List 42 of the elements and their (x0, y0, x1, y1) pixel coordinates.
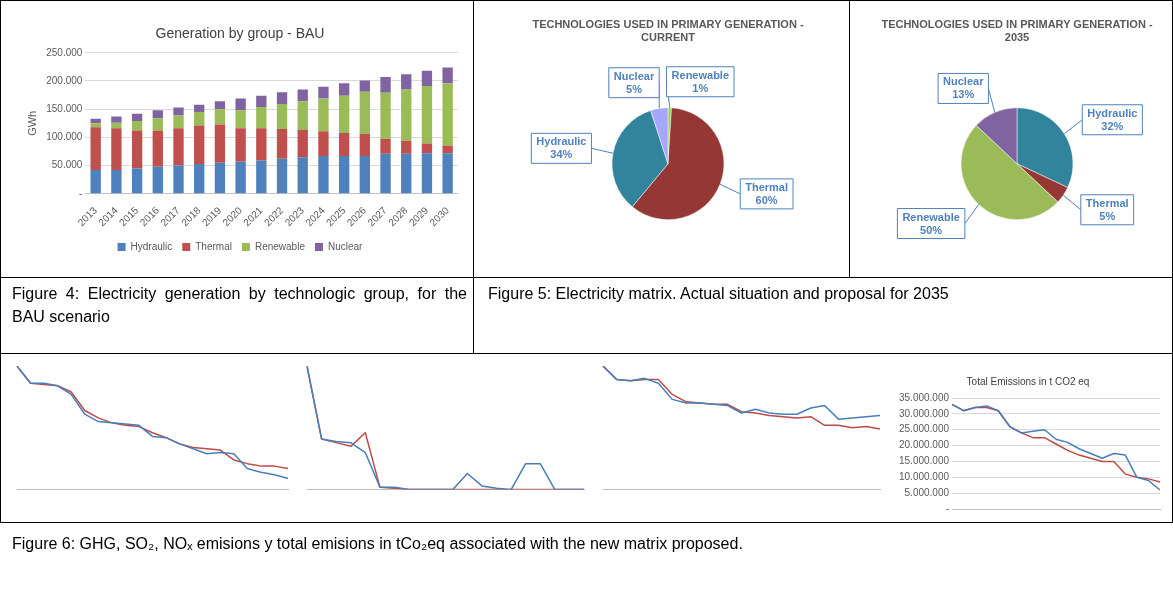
legend-label: Thermal (195, 240, 232, 252)
y-tick-label: - (79, 187, 83, 199)
y-tick-label: 35.000.000 (898, 391, 950, 403)
slice-label: Renewable (902, 210, 960, 223)
y-tick-label: 15.000.000 (898, 455, 950, 467)
slice-label: Nuclear (943, 75, 985, 88)
y-tick-label: 5.000.000 (904, 486, 950, 498)
slice-label: Renewable (671, 68, 730, 81)
y-tick-label: 10.000.000 (898, 471, 950, 483)
data-label: 50% (920, 223, 943, 236)
chart-title: TECHNOLOGIES USED IN PRIMARY GENERATION - CURRENT (532, 17, 804, 43)
slice-label: Thermal (1085, 196, 1129, 209)
data-label: 1% (692, 81, 709, 94)
data-label: 32% (1101, 119, 1124, 132)
slice-label: Thermal (745, 180, 789, 193)
y-tick-label: 100.000 (46, 131, 83, 143)
y-tick-label: 20.000.000 (898, 439, 950, 451)
caption: Figure 4: Electricity generation by technologic group, for the BAU scenario (12, 284, 467, 327)
chart-title: Generation by group - BAU (155, 25, 325, 42)
caption: Figure 5: Electricity matrix. Actual situation and proposal for 2035 (488, 284, 950, 304)
y-tick-label: 200.000 (46, 74, 83, 86)
y-tick-label: - (945, 502, 950, 514)
y-axis-title: GWh (25, 110, 38, 136)
y-tick-label: 25.000.000 (898, 423, 950, 435)
chart-title: TECHNOLOGIES USED IN PRIMARY GENERATION - 2035 (881, 17, 1153, 43)
slice-label: Nuclear (613, 69, 655, 82)
legend-label: Nuclear (327, 240, 364, 252)
data-label: 34% (550, 148, 573, 161)
slice-label: Hydraulic (536, 135, 587, 148)
data-label: 5% (626, 82, 643, 95)
y-tick-label: 30.000.000 (898, 407, 950, 419)
data-label: 60% (755, 193, 778, 206)
chart-title: Total Emissions in t CO2 eq (966, 375, 1090, 387)
caption: Figure 6: GHG, SO₂, NOₓ emisions y total emisions in tCo₂eq associated with the new matrix proposed. (12, 534, 744, 554)
y-tick-label: 50.000 (51, 159, 83, 171)
y-tick-label: 150.000 (46, 102, 83, 114)
legend-label: Renewable (254, 240, 306, 252)
legend-label: Hydraulic (130, 240, 173, 252)
data-label: 13% (952, 88, 975, 101)
slice-label: Hydraulic (1087, 106, 1138, 119)
data-label: 5% (1099, 209, 1116, 222)
y-tick-label: 250.000 (46, 46, 83, 58)
